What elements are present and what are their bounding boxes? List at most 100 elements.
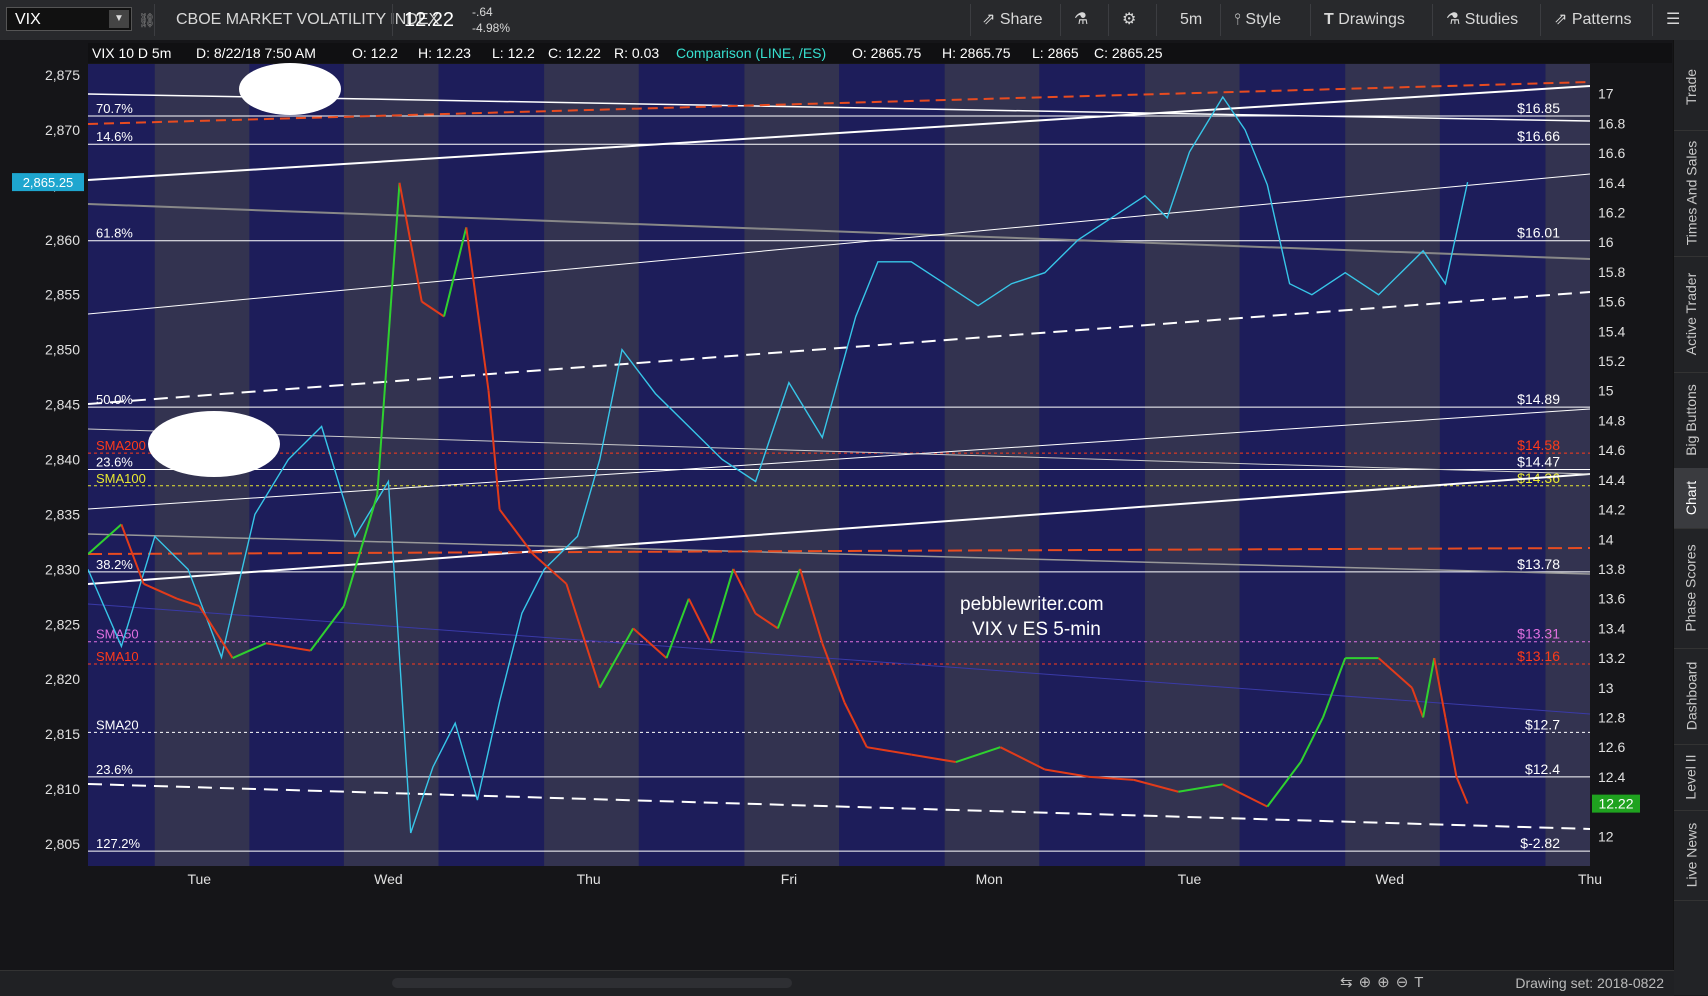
chart-area[interactable]: VIX 10 D 5m D: 8/22/18 7:50 AM O: 12.2 H… bbox=[0, 40, 1674, 970]
patterns-button[interactable]: ⇗ Patterns bbox=[1554, 0, 1631, 40]
trend-line bbox=[87, 93, 1591, 122]
gear-icon[interactable]: ⚙ bbox=[1122, 11, 1137, 28]
chevron-down-icon[interactable]: ▼ bbox=[109, 10, 129, 28]
es-price-box bbox=[12, 173, 84, 192]
level-label: SMA200 bbox=[96, 438, 146, 453]
x-axis-tick: Fri bbox=[781, 871, 797, 887]
vix-segment bbox=[1266, 761, 1302, 808]
trend-line bbox=[87, 783, 1591, 830]
side-tab-times-and-sales[interactable]: Times And Sales bbox=[1674, 130, 1708, 257]
share-button[interactable]: ⇗ Share bbox=[982, 0, 1043, 40]
side-tab-big-buttons[interactable]: Big Buttons bbox=[1674, 372, 1708, 469]
vix-segment bbox=[687, 598, 712, 644]
side-tab-chart[interactable]: Chart bbox=[1674, 468, 1708, 529]
x-axis-tick: Wed bbox=[374, 871, 403, 887]
vix-segment bbox=[465, 227, 490, 391]
vix-segment bbox=[1044, 768, 1090, 778]
side-tab-label: Level II bbox=[1683, 754, 1700, 800]
zoom-controls[interactable]: ⇆⊕⊕⊖T bbox=[1340, 974, 1430, 991]
info-range: R: 0.03 bbox=[614, 45, 659, 61]
drawings-button[interactable]: T Drawings bbox=[1324, 0, 1405, 40]
right-axis-tick: 16.2 bbox=[1598, 205, 1625, 221]
side-tab-active-trader[interactable]: Active Trader bbox=[1674, 256, 1708, 373]
vix-segment bbox=[198, 605, 234, 659]
trend-line bbox=[87, 408, 1591, 510]
right-axis-tick: 12 bbox=[1598, 828, 1614, 844]
vix-segment bbox=[955, 746, 1001, 763]
right-axis-tick: 13.8 bbox=[1598, 561, 1625, 577]
info-comp-high: H: 2865.75 bbox=[942, 45, 1011, 61]
info-comp-low: L: 2865 bbox=[1032, 45, 1079, 61]
vix-segment bbox=[1299, 717, 1324, 763]
vix-segment bbox=[87, 523, 123, 555]
share-label: Share bbox=[999, 11, 1043, 28]
level-value-label: $12.7 bbox=[1525, 716, 1560, 732]
right-axis-tick: 14 bbox=[1598, 531, 1614, 547]
level-value-label: $14.89 bbox=[1517, 391, 1560, 407]
divider bbox=[1310, 4, 1311, 36]
x-axis-tick: Tue bbox=[1178, 871, 1202, 887]
divider bbox=[1540, 4, 1541, 36]
vix-segment bbox=[732, 568, 757, 614]
vix-segment bbox=[866, 746, 912, 756]
vix-segment bbox=[376, 182, 401, 495]
vix-segment bbox=[532, 553, 568, 585]
info-comp-close: C: 2865.25 bbox=[1094, 45, 1163, 61]
side-tab-label: Dashboard bbox=[1683, 661, 1699, 731]
vix-segment bbox=[1178, 783, 1224, 793]
offhours-band bbox=[744, 64, 839, 866]
side-tab-trade[interactable]: Trade bbox=[1674, 44, 1708, 131]
divider bbox=[1220, 4, 1221, 36]
vix-segment bbox=[1322, 657, 1347, 718]
link-icon[interactable]: ⛓ bbox=[138, 12, 156, 28]
style-label: Style bbox=[1245, 11, 1281, 28]
vix-segment bbox=[487, 390, 501, 510]
trend-line bbox=[87, 81, 1591, 125]
level-value-label: $16.01 bbox=[1517, 225, 1560, 241]
studies-button[interactable]: ⚗ Studies bbox=[1446, 0, 1518, 40]
divider bbox=[1652, 4, 1653, 36]
level-value-label: $16.85 bbox=[1517, 100, 1560, 116]
style-button[interactable]: ⫯ Style bbox=[1234, 0, 1281, 40]
vix-segment bbox=[911, 753, 956, 764]
right-axis-tick: 16.8 bbox=[1598, 115, 1625, 131]
interval-button[interactable]: 5m bbox=[1180, 11, 1203, 28]
horizontal-scrollbar[interactable] bbox=[392, 978, 792, 988]
x-axis-tick: Thu bbox=[1578, 871, 1602, 887]
vix-segment bbox=[265, 642, 311, 652]
level-label: 61.8% bbox=[96, 226, 133, 241]
left-axis-tick: 2,850 bbox=[45, 342, 80, 358]
level-label: 23.6% bbox=[96, 454, 133, 469]
info-low: L: 12.2 bbox=[492, 45, 535, 61]
level-label: SMA50 bbox=[96, 627, 139, 642]
symbol-input[interactable]: VIX ▼ bbox=[6, 7, 132, 31]
info-close: C: 12.22 bbox=[548, 45, 601, 61]
menu-icon[interactable]: ☰ bbox=[1666, 11, 1681, 28]
right-axis-tick: 14.8 bbox=[1598, 412, 1625, 428]
right-axis-tick: 13.6 bbox=[1598, 591, 1625, 607]
offhours-band bbox=[1345, 64, 1440, 866]
level-value-label: $13.31 bbox=[1517, 626, 1560, 642]
side-tab-phase-scores[interactable]: Phase Scores bbox=[1674, 528, 1708, 649]
trend-line bbox=[87, 291, 1591, 405]
right-axis-tick: 15.8 bbox=[1598, 264, 1625, 280]
left-axis-tick: 2,855 bbox=[45, 287, 80, 303]
vix-segment bbox=[1089, 775, 1134, 781]
left-axis-tick: 2,815 bbox=[45, 726, 80, 742]
drawing-set-label[interactable]: Drawing set: 2018-0822 bbox=[1515, 975, 1664, 991]
flask-icon[interactable]: ⚗ bbox=[1074, 11, 1089, 28]
trend-line bbox=[87, 428, 1591, 475]
level-lines: 70.7% $16.85 14.6% $16.66 61.8% $16.01 50.0% $1… bbox=[88, 100, 1590, 852]
vix-segment bbox=[1411, 687, 1425, 718]
divider bbox=[1156, 4, 1157, 36]
trend-line bbox=[87, 473, 1591, 585]
side-tab-live-news[interactable]: Live News bbox=[1674, 810, 1708, 901]
right-axis-tick: 14.4 bbox=[1598, 472, 1625, 488]
series-layer bbox=[87, 95, 1469, 834]
left-axis-panel bbox=[0, 64, 88, 874]
side-tab-level-ii[interactable]: Level II bbox=[1674, 744, 1708, 811]
side-tab-dashboard[interactable]: Dashboard bbox=[1674, 648, 1708, 745]
trend-line bbox=[87, 203, 1591, 260]
right-axis-tick: 13.4 bbox=[1598, 620, 1625, 636]
chart-title: VIX v ES 5-min bbox=[972, 619, 1101, 640]
